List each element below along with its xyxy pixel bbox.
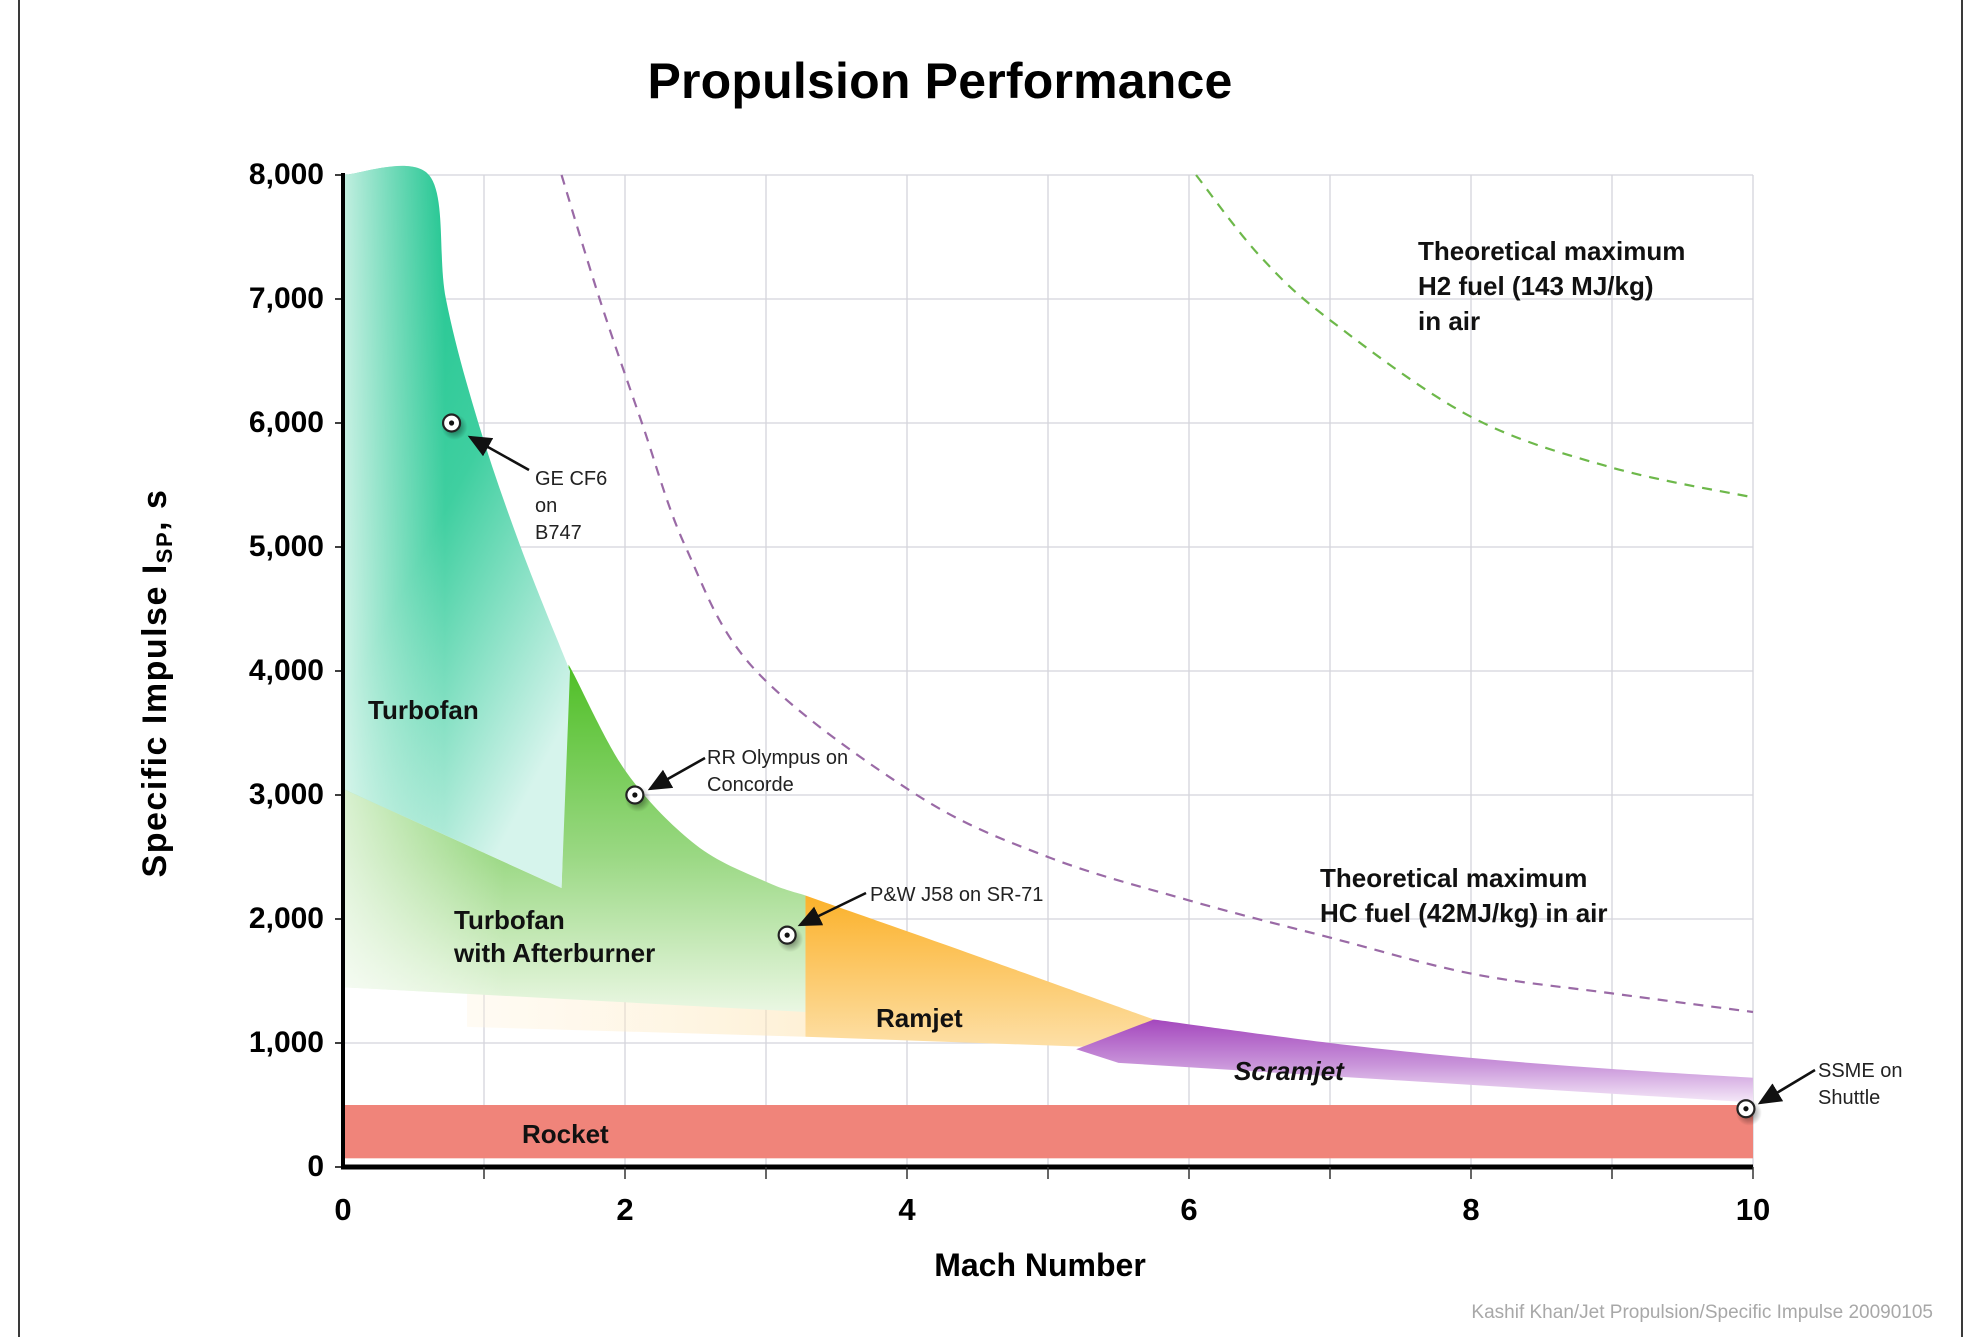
y-axis-label-unit: , s <box>136 488 174 531</box>
ge-cf6-line3: B747 <box>535 522 582 544</box>
ramjet-label: Ramjet <box>876 1003 963 1033</box>
rocket-label: Rocket <box>522 1119 609 1149</box>
rr-olympus-annotation: RR Olympus on Concorde <box>707 745 848 799</box>
axes-layer <box>335 173 1754 1179</box>
y-axis-label-main: Specific Impulse I <box>136 563 174 878</box>
annotation-arrow <box>647 756 706 791</box>
afterburner-label-line1: Turbofan <box>454 905 565 935</box>
x-axis-label: Mach Number <box>934 1247 1146 1283</box>
left-frame-border <box>18 0 20 1337</box>
turbofan-fade <box>343 165 571 888</box>
engine-marker-dot <box>1743 1106 1749 1112</box>
chart-title: Propulsion Performance <box>647 53 1233 109</box>
h2-curve-label: Theoretical maximum H2 fuel (143 MJ/kg) … <box>1418 234 1685 339</box>
y-tick-label: 3,000 <box>248 778 324 811</box>
scramjet-label: Scramjet <box>1234 1056 1344 1086</box>
x-tick-label: 10 <box>1735 1192 1771 1227</box>
engine-marker-dot <box>632 792 638 798</box>
credit-text: Kashif Khan/Jet Propulsion/Specific Impu… <box>1471 1302 1933 1323</box>
rr-olympus-line1: RR Olympus on <box>707 747 849 769</box>
h2-label-line3: in air <box>1418 306 1481 336</box>
h2-label-line2: H2 fuel (143 MJ/kg) <box>1418 271 1654 301</box>
y-tick-label: 1,000 <box>248 1026 324 1059</box>
pw-j58-annotation: P&W J58 on SR-71 <box>870 882 1043 909</box>
afterburner-label: Turbofan with Afterburner <box>454 904 655 970</box>
scramjet-region <box>1076 1019 1753 1103</box>
hc-label-line1: Theoretical maximum <box>1320 863 1588 893</box>
ssme-annotation: SSME on Shuttle <box>1818 1058 1902 1112</box>
y-axis-label: Specific Impulse ISP, s <box>136 489 178 878</box>
theoretical-curves <box>560 174 1754 1014</box>
engine-marker-dot <box>448 420 455 426</box>
grid-lines <box>343 174 1754 1167</box>
pw-j58-line1: P&W J58 on SR-71 <box>870 884 1044 906</box>
x-tick-label: 4 <box>898 1192 916 1227</box>
h2-label-line1: Theoretical maximum <box>1418 236 1686 266</box>
y-tick-label: 7,000 <box>248 282 324 315</box>
ssme-line1: SSME on <box>1818 1060 1903 1082</box>
hc-label-line2: HC fuel (42MJ/kg) in air <box>1320 898 1608 928</box>
engine-marker-dot <box>784 932 790 938</box>
right-frame-border <box>1961 0 1963 1337</box>
rocket-region <box>343 1105 1753 1159</box>
ge-cf6-annotation: GE CF6 on B747 <box>535 466 607 547</box>
ge-cf6-line2: on <box>535 495 558 517</box>
turbofan-label: Turbofan <box>368 695 479 725</box>
annotation-arrow <box>1757 1068 1816 1105</box>
y-tick-label: 5,000 <box>248 530 324 563</box>
hc-curve-label: Theoretical maximum HC fuel (42MJ/kg) in… <box>1320 861 1608 931</box>
y-axis-label-subscript: SP <box>152 530 177 564</box>
ge-cf6-line1: GE CF6 <box>535 468 608 490</box>
y-tick-label: 4,000 <box>248 654 324 687</box>
regions-layer <box>343 165 1753 1159</box>
engine-markers <box>441 413 1816 1126</box>
x-tick-label: 0 <box>334 1192 352 1227</box>
annotation-arrow <box>797 891 867 927</box>
y-tick-label: 8,000 <box>248 158 324 191</box>
afterburner-label-line2: with Afterburner <box>454 938 656 968</box>
y-tick-label: 2,000 <box>248 902 324 935</box>
afterburner-fade <box>343 664 806 1012</box>
h2-max-curve <box>1195 174 1754 499</box>
rr-olympus-line2: Concorde <box>707 774 794 796</box>
x-tick-label: 2 <box>616 1192 634 1227</box>
hc-max-curve <box>560 174 1754 1014</box>
annotation-arrow <box>467 435 530 472</box>
ramjet-region <box>805 895 1154 1050</box>
ramjet-underlay <box>467 989 806 1037</box>
x-tick-label: 6 <box>1180 1192 1198 1227</box>
y-tick-label: 6,000 <box>248 406 324 439</box>
y-tick-label: 0 <box>307 1150 324 1183</box>
x-tick-label: 8 <box>1462 1192 1480 1227</box>
ssme-line2: Shuttle <box>1818 1087 1881 1109</box>
